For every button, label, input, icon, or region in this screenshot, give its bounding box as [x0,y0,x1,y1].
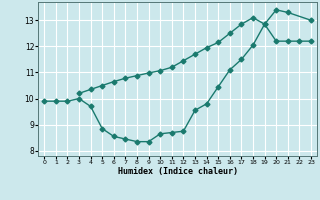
X-axis label: Humidex (Indice chaleur): Humidex (Indice chaleur) [118,167,238,176]
